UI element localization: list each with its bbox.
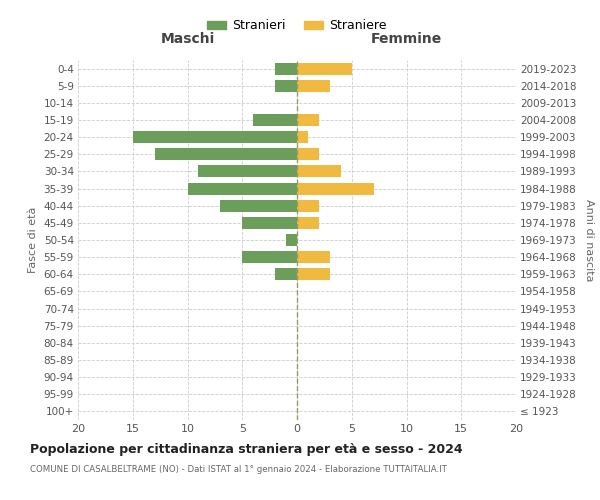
Text: Maschi: Maschi: [160, 32, 215, 46]
Bar: [242, 217, 297, 229]
Text: COMUNE DI CASALBELTRAME (NO) - Dati ISTAT al 1° gennaio 2024 - Elaborazione TUTT: COMUNE DI CASALBELTRAME (NO) - Dati ISTA…: [30, 466, 447, 474]
Bar: [297, 80, 330, 92]
Bar: [286, 234, 297, 246]
Bar: [297, 268, 330, 280]
Bar: [242, 251, 297, 263]
Bar: [275, 268, 297, 280]
Bar: [297, 131, 308, 143]
Bar: [297, 251, 330, 263]
Bar: [297, 217, 319, 229]
Bar: [297, 200, 319, 211]
Bar: [297, 114, 319, 126]
Bar: [275, 80, 297, 92]
Bar: [220, 200, 297, 211]
Legend: Stranieri, Straniere: Stranieri, Straniere: [207, 20, 387, 32]
Text: Femmine: Femmine: [371, 32, 442, 46]
Bar: [133, 131, 297, 143]
Y-axis label: Anni di nascita: Anni di nascita: [584, 198, 593, 281]
Bar: [275, 62, 297, 74]
Y-axis label: Fasce di età: Fasce di età: [28, 207, 38, 273]
Bar: [297, 62, 352, 74]
Bar: [199, 166, 297, 177]
Text: Popolazione per cittadinanza straniera per età e sesso - 2024: Popolazione per cittadinanza straniera p…: [30, 442, 463, 456]
Bar: [297, 148, 319, 160]
Bar: [297, 166, 341, 177]
Bar: [297, 182, 374, 194]
Bar: [253, 114, 297, 126]
Bar: [155, 148, 297, 160]
Bar: [188, 182, 297, 194]
